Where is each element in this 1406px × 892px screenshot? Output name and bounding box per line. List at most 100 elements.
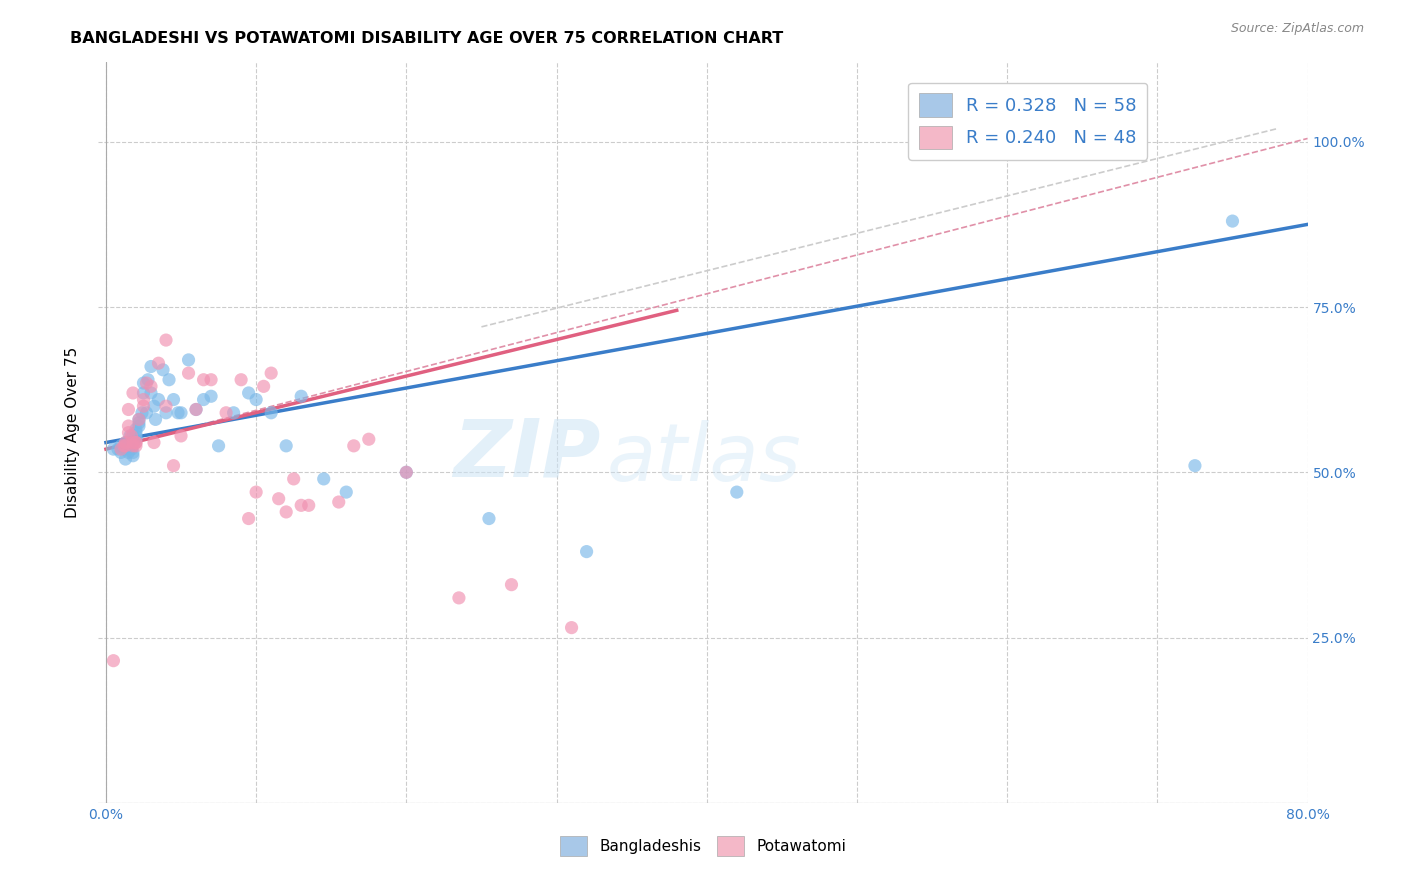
Y-axis label: Disability Age Over 75: Disability Age Over 75 — [65, 347, 80, 518]
Point — [122, 449, 145, 463]
Point — [167, 406, 190, 420]
Point — [1222, 214, 1244, 228]
Point — [110, 442, 132, 457]
Point — [139, 379, 162, 393]
Point — [276, 505, 298, 519]
Point — [170, 429, 193, 443]
Point — [125, 435, 148, 450]
Point — [335, 485, 357, 500]
Point — [290, 389, 312, 403]
Point — [125, 435, 148, 450]
Point — [200, 389, 222, 403]
Point — [125, 422, 148, 436]
Point — [103, 654, 125, 668]
Point — [122, 439, 145, 453]
Point — [117, 439, 139, 453]
Point — [283, 472, 305, 486]
Point — [157, 373, 180, 387]
Point — [238, 511, 260, 525]
Point — [725, 485, 748, 500]
Point — [117, 419, 139, 434]
Point — [110, 439, 132, 453]
Point — [122, 429, 145, 443]
Point — [136, 373, 159, 387]
Point — [343, 439, 366, 453]
Point — [447, 591, 470, 605]
Point — [290, 499, 312, 513]
Point — [117, 402, 139, 417]
Point — [128, 412, 150, 426]
Point — [152, 363, 174, 377]
Point — [132, 399, 155, 413]
Point — [118, 429, 141, 443]
Point — [245, 392, 267, 407]
Point — [121, 442, 143, 457]
Point — [1184, 458, 1206, 473]
Point — [125, 432, 148, 446]
Point — [222, 406, 245, 420]
Point — [112, 439, 135, 453]
Point — [215, 406, 238, 420]
Point — [395, 465, 418, 479]
Point — [193, 392, 215, 407]
Point — [122, 435, 145, 450]
Point — [110, 445, 132, 459]
Point — [395, 465, 418, 479]
Point — [128, 412, 150, 426]
Point — [148, 356, 170, 370]
Point — [200, 373, 222, 387]
Point — [561, 621, 583, 635]
Point — [103, 442, 125, 457]
Point — [139, 359, 162, 374]
Point — [207, 439, 229, 453]
Point — [125, 429, 148, 443]
Point — [131, 406, 153, 420]
Point — [162, 392, 184, 407]
Point — [267, 491, 290, 506]
Point — [132, 376, 155, 390]
Point — [193, 373, 215, 387]
Point — [184, 402, 207, 417]
Point — [155, 333, 177, 347]
Point — [148, 392, 170, 407]
Point — [328, 495, 350, 509]
Point — [135, 376, 157, 390]
Point — [162, 458, 184, 473]
Point — [238, 386, 260, 401]
Point — [122, 445, 145, 459]
Point — [357, 432, 380, 446]
Point — [107, 442, 129, 457]
Point — [114, 452, 136, 467]
Point — [125, 425, 148, 440]
Point — [575, 544, 598, 558]
Point — [312, 472, 335, 486]
Point — [128, 416, 150, 430]
Point — [143, 435, 166, 450]
Point — [114, 439, 136, 453]
Point — [170, 406, 193, 420]
Point — [121, 429, 143, 443]
Point — [145, 412, 167, 426]
Text: Source: ZipAtlas.com: Source: ZipAtlas.com — [1230, 22, 1364, 36]
Point — [125, 439, 148, 453]
Point — [139, 386, 162, 401]
Point — [114, 435, 136, 450]
Point — [155, 406, 177, 420]
Point — [177, 366, 200, 380]
Point — [155, 399, 177, 413]
Point — [260, 366, 283, 380]
Point — [298, 499, 321, 513]
Point — [128, 419, 150, 434]
Point — [253, 379, 276, 393]
Point — [478, 511, 501, 525]
Point — [114, 435, 136, 450]
Point — [229, 373, 252, 387]
Point — [117, 425, 139, 440]
Point — [135, 406, 157, 420]
Text: BANGLADESHI VS POTAWATOMI DISABILITY AGE OVER 75 CORRELATION CHART: BANGLADESHI VS POTAWATOMI DISABILITY AGE… — [70, 31, 783, 46]
Point — [122, 435, 145, 450]
Point — [122, 386, 145, 401]
Point — [143, 399, 166, 413]
Point — [501, 577, 523, 591]
Point — [260, 406, 283, 420]
